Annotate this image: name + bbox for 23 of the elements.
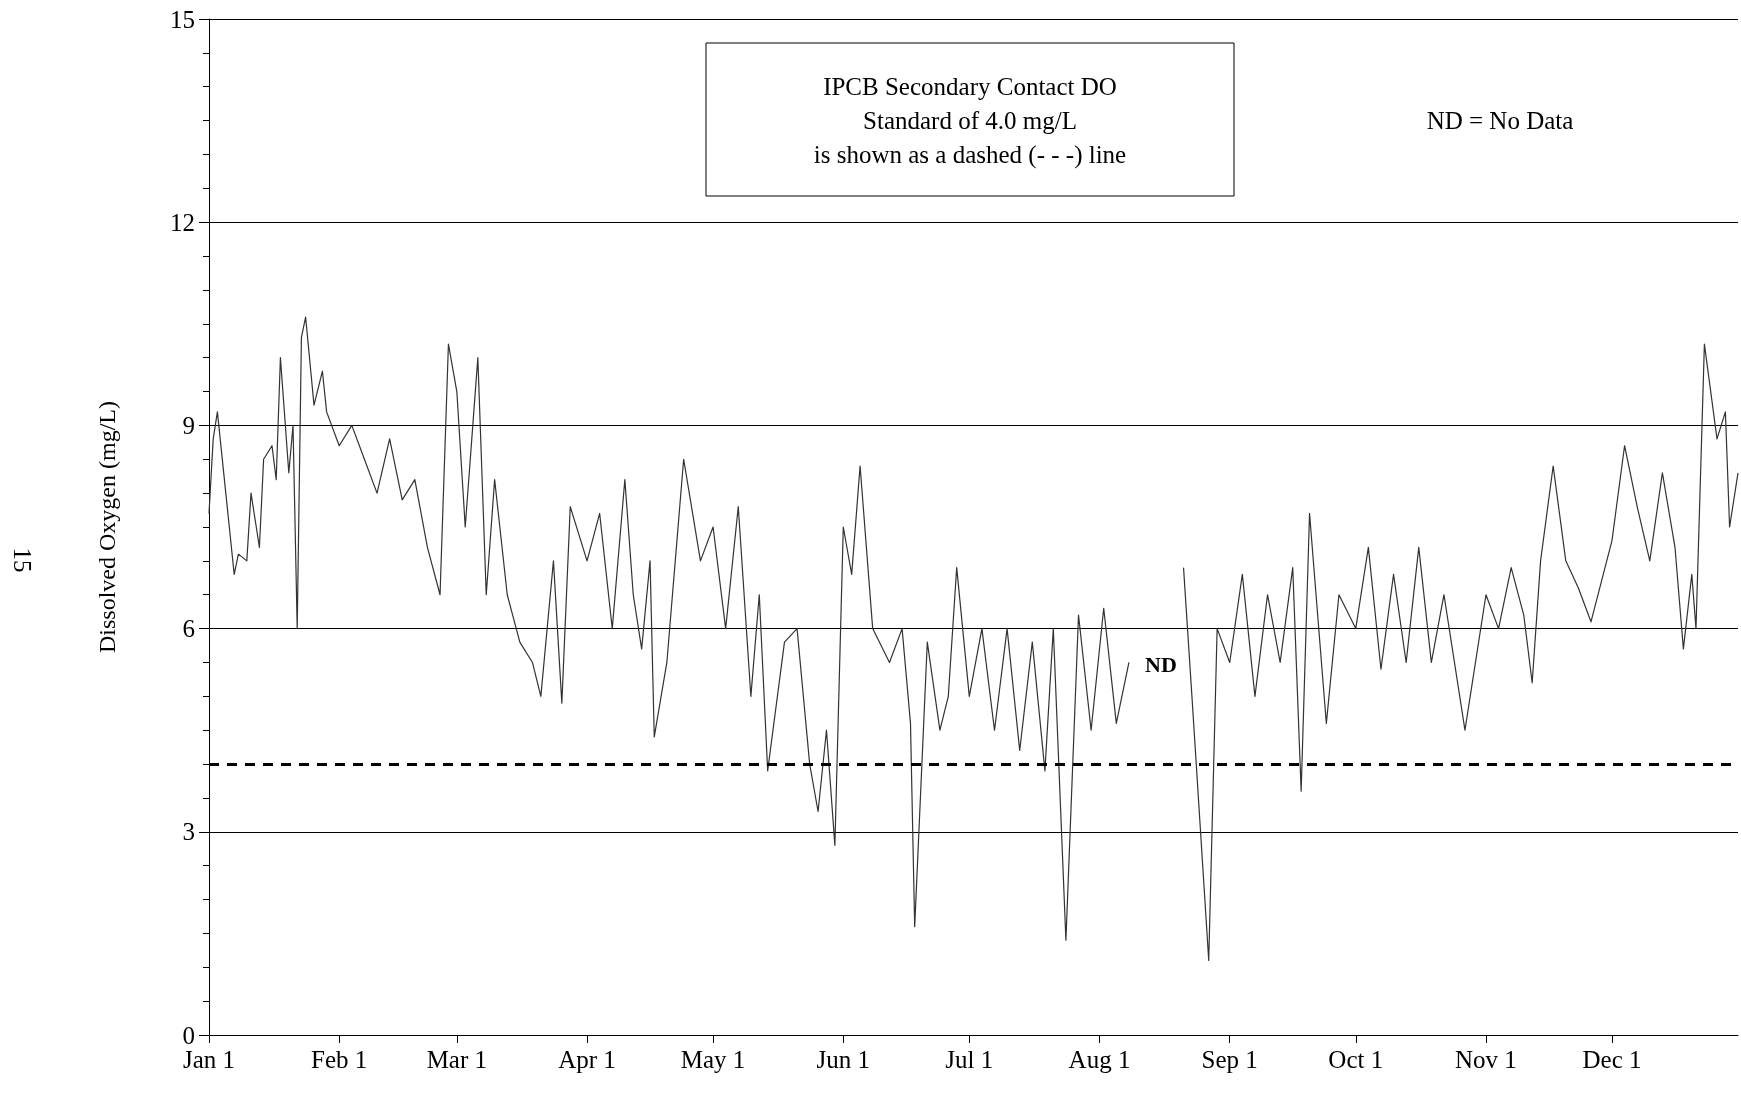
x-tick-label: Apr 1 xyxy=(558,1046,616,1073)
x-tick-label: Jun 1 xyxy=(816,1046,871,1073)
x-tick-label: May 1 xyxy=(680,1046,746,1073)
annotation: IPCB Secondary Contact DO Standard of 4.0 mg/L is shown as a dashed (- - -) line xyxy=(813,72,1127,169)
y-tick-label: 6 xyxy=(182,615,195,643)
annotation: ND xyxy=(1145,651,1177,677)
x-tick-label: Jul 1 xyxy=(945,1046,994,1073)
y-tick-label: 3 xyxy=(182,818,195,846)
x-tick-label: Sep 1 xyxy=(1201,1046,1258,1073)
y-tick-label: 9 xyxy=(182,411,195,439)
x-tick-label: Dec 1 xyxy=(1582,1046,1642,1073)
x-tick-label: Aug 1 xyxy=(1068,1046,1131,1073)
y-tick-label: 12 xyxy=(170,208,195,236)
y-tick-label: 0 xyxy=(182,1021,195,1049)
annotation: ND = No Data xyxy=(1426,106,1574,134)
x-tick-label: Nov 1 xyxy=(1455,1046,1517,1073)
x-tick-label: Mar 1 xyxy=(426,1046,488,1073)
y-axis-title: Dissolved Oxygen (mg/L) xyxy=(94,401,120,653)
x-tick-label: Jan 1 xyxy=(182,1046,236,1073)
y-tick-label: 15 xyxy=(170,5,195,33)
text: 15 xyxy=(8,547,36,573)
x-tick-label: Oct 1 xyxy=(1328,1046,1384,1073)
x-tick-label: Feb 1 xyxy=(311,1046,368,1073)
